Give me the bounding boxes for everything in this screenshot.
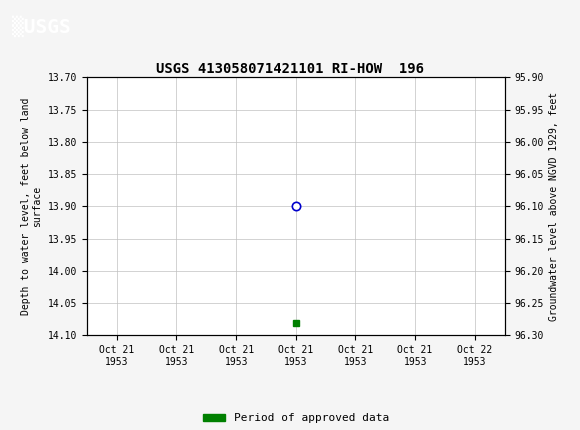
Text: ▒USGS: ▒USGS <box>12 15 70 37</box>
Y-axis label: Depth to water level, feet below land
surface: Depth to water level, feet below land su… <box>21 98 42 315</box>
Text: USGS 413058071421101 RI-HOW  196: USGS 413058071421101 RI-HOW 196 <box>156 62 424 76</box>
Legend: Period of approved data: Period of approved data <box>198 409 393 428</box>
Y-axis label: Groundwater level above NGVD 1929, feet: Groundwater level above NGVD 1929, feet <box>549 92 559 321</box>
